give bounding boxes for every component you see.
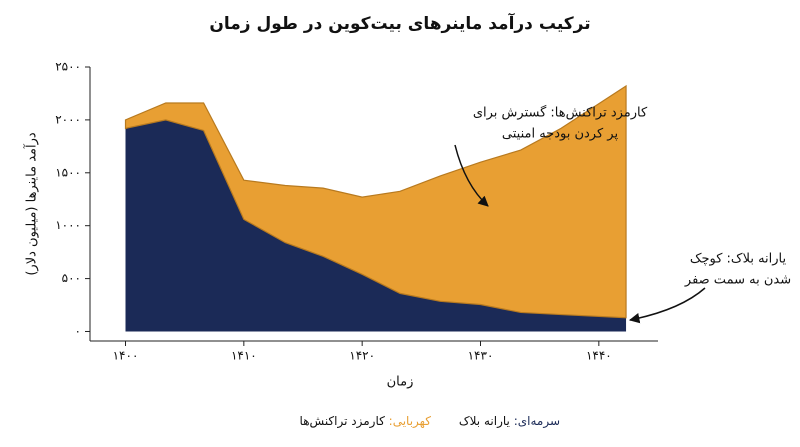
y-tick-label: ۱۰۰۰ [55, 218, 81, 232]
y-tick-label: ۵۰۰ [62, 271, 81, 285]
annotation-arrow [454, 144, 489, 207]
annotation: پر کردن بودجه امنیتی [502, 127, 619, 142]
x-tick-label: ۱۴۰۰ [113, 349, 139, 363]
legend-label: یارانه بلاک [459, 414, 510, 429]
annotation: کارمزد تراکنش‌ها: گسترش برای [473, 105, 648, 121]
x-axis-label: زمان [387, 375, 414, 390]
y-axis-label: درآمد ماینرها (میلیون دلار) [23, 132, 40, 276]
chart-title: ترکیب درآمد ماینرهای بیت‌کوین در طول زما… [209, 12, 590, 34]
legend-prefix: سرمه‌ای: [514, 414, 560, 429]
plot-area: ۰ ۵۰۰ ۱۰۰۰ ۱۵۰۰ ۲۰۰۰ ۲۵۰۰ ۱۴۰۰ ۱۴۱۰ ۱۴۲۰ ۱۴۳۰ ۱۴۴۰ [55, 60, 658, 363]
legend-entry: کهربایی: کارمزد تراکنش‌ها [300, 414, 432, 429]
legend-prefix: کهربایی: [389, 414, 432, 429]
y-tick-label: ۱۵۰۰ [55, 165, 81, 179]
annotation-arrow [628, 287, 706, 324]
annotation: شدن به سمت صفر [684, 273, 791, 288]
x-tick-label: ۱۴۱۰ [231, 349, 257, 363]
area [124, 84, 627, 319]
legend-entry: سرمه‌ای: یارانه بلاک [459, 414, 560, 429]
area [125, 119, 627, 332]
y-tick-label: ۲۰۰۰ [55, 112, 81, 126]
y-tick-label: ۰ [75, 324, 81, 338]
y-tick-label: ۲۵۰۰ [55, 60, 81, 74]
x-tick-label: ۱۴۳۰ [468, 349, 494, 363]
x-tick-label: ۱۴۲۰ [349, 349, 375, 363]
x-tick-label: ۱۴۴۰ [586, 349, 612, 363]
legend-label: کارمزد تراکنش‌ها [300, 414, 386, 429]
annotation: یارانه بلاک: کوچک [690, 252, 787, 267]
